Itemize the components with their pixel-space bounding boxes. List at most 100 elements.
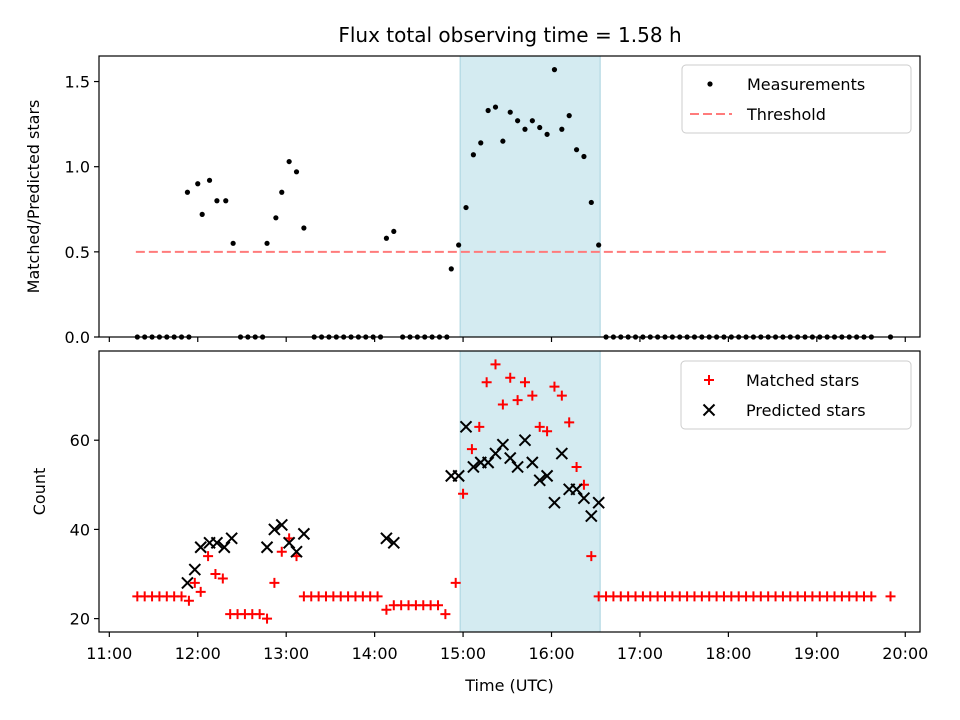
data-point — [470, 152, 476, 158]
bottom-panel: 20 40 60 11:00 12:00 13:00 14:00 15:00 16:00 17:0… — [30, 350, 928, 695]
chart-title: Flux total observing time = 1.58 h — [338, 23, 681, 47]
data-point — [581, 153, 587, 160]
data-point — [474, 421, 485, 432]
data-point — [529, 118, 535, 124]
data-point — [481, 377, 492, 388]
x-tick-label: 14:00 — [352, 644, 398, 663]
data-point — [184, 189, 191, 195]
data-point — [885, 591, 896, 602]
x-tick-label: 18:00 — [705, 644, 751, 663]
data-point — [448, 266, 454, 272]
data-point — [497, 399, 508, 410]
data-point — [218, 541, 231, 554]
data-point — [230, 240, 236, 246]
x-tick-label: 15:00 — [440, 644, 486, 663]
data-point — [533, 474, 546, 487]
legend: Measurements Threshold — [681, 64, 912, 134]
data-point — [564, 417, 575, 428]
data-point — [512, 395, 523, 406]
data-point — [195, 586, 206, 597]
data-point — [596, 242, 602, 248]
data-point — [276, 546, 287, 557]
data-point — [485, 107, 491, 114]
plot-frame — [98, 55, 921, 338]
data-point — [556, 390, 567, 401]
data-point — [273, 215, 279, 221]
data-point — [387, 536, 401, 550]
data-point — [585, 509, 598, 523]
data-point — [515, 118, 521, 124]
data-point — [496, 438, 510, 451]
data-point — [548, 496, 561, 509]
legend-dot-swatch — [707, 81, 713, 87]
data-point — [381, 604, 392, 615]
top-panel: 0.0 0.5 1.0 1.5 Matched/Predicted stars Measu… — [24, 55, 921, 347]
data-point — [450, 577, 461, 588]
data-point — [463, 204, 469, 211]
data-point — [297, 527, 311, 541]
series-predicted-stars — [181, 420, 605, 590]
data-point — [254, 609, 265, 620]
y-tick-label: 20 — [70, 610, 90, 629]
data-point — [380, 532, 393, 545]
data-point — [286, 158, 292, 165]
data-point — [489, 447, 502, 460]
data-point — [264, 240, 270, 246]
y-axis-label: Count — [30, 468, 49, 516]
legend-box — [680, 360, 912, 430]
plot-frame — [98, 350, 921, 633]
data-point — [372, 591, 383, 602]
highlight-span — [459, 55, 601, 338]
data-point — [571, 461, 582, 472]
data-point — [199, 211, 205, 217]
data-point — [452, 469, 465, 483]
data-point — [225, 532, 238, 545]
data-point — [537, 124, 543, 131]
y-tick-label: 60 — [70, 431, 90, 450]
data-point — [526, 456, 539, 469]
data-point — [500, 138, 506, 144]
data-point — [206, 177, 213, 183]
data-point — [269, 577, 280, 588]
x-axis-label: Time (UTC) — [464, 676, 553, 695]
data-point — [203, 551, 214, 562]
data-point — [518, 433, 532, 447]
data-point — [262, 613, 273, 624]
data-point — [176, 591, 187, 602]
data-point — [505, 372, 516, 383]
data-point — [559, 126, 565, 132]
y-axis-label: Matched/Predicted stars — [24, 100, 43, 294]
series-matched-stars — [132, 359, 896, 624]
data-point — [433, 600, 444, 611]
data-point — [534, 421, 545, 432]
data-point — [511, 460, 524, 474]
data-point — [551, 67, 558, 73]
data-point — [519, 377, 530, 388]
y-tick-label: 0.0 — [65, 328, 90, 347]
data-point — [588, 199, 594, 206]
x-tick-label: 11:00 — [86, 644, 132, 663]
x-tick-label: 17:00 — [617, 644, 663, 663]
data-point — [490, 359, 501, 370]
data-point — [527, 390, 538, 401]
legend-plus-swatch — [704, 375, 714, 385]
data-point — [522, 126, 528, 132]
x-tick-label: 12:00 — [175, 644, 221, 663]
data-point — [290, 545, 303, 558]
data-point — [217, 573, 228, 584]
data-point — [440, 609, 451, 620]
legend-label: Measurements — [747, 75, 865, 94]
y-tick-label: 0.5 — [65, 243, 90, 262]
legend-x-swatch — [702, 403, 716, 417]
data-point — [279, 189, 285, 195]
data-point — [478, 140, 484, 146]
y-tick-label: 1.0 — [65, 158, 90, 177]
data-point — [566, 113, 572, 119]
legend: Matched stars Predicted stars — [680, 360, 912, 430]
data-point — [181, 576, 194, 590]
data-point — [456, 242, 462, 248]
data-point — [466, 444, 477, 455]
data-point — [540, 469, 554, 483]
y-tick-label: 40 — [70, 520, 90, 539]
